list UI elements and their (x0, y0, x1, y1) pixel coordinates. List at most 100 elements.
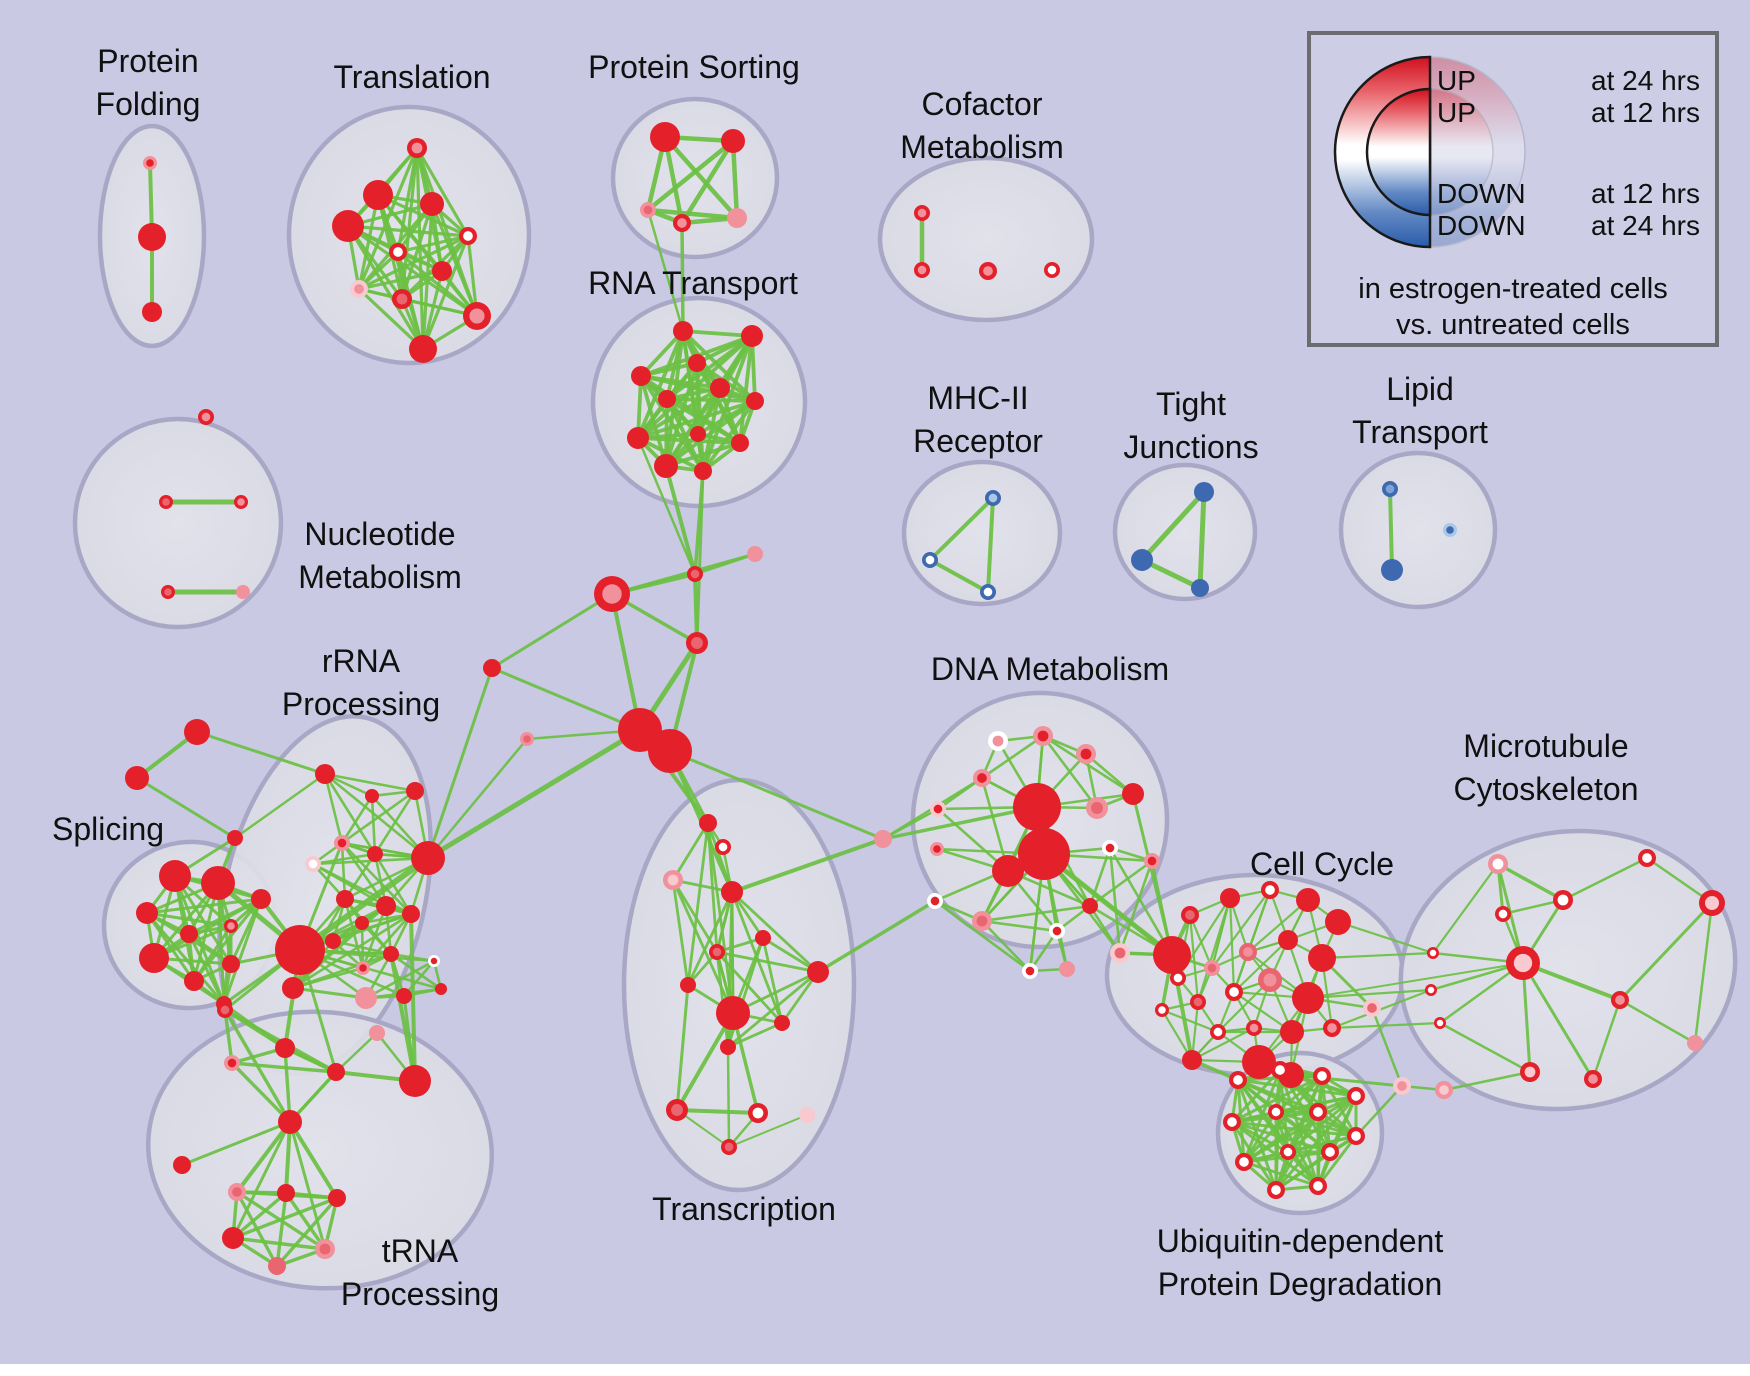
gene-node (1393, 1077, 1411, 1095)
gene-node (224, 1055, 240, 1071)
network-edge (665, 397, 757, 403)
cluster-label-ubiquitin: Ubiquitin-dependent Protein Degradation (1157, 1223, 1444, 1302)
network-edge (346, 224, 470, 238)
gene-node-outer-ring (741, 325, 763, 347)
gene-node-outer-ring (627, 427, 649, 449)
network-edge (430, 202, 479, 318)
gene-node-inner-circle (1243, 947, 1253, 957)
gene-node (631, 366, 651, 386)
cluster-ellipse-lipid (1338, 450, 1498, 610)
gene-node (315, 764, 335, 784)
gene-node-outer-ring (774, 1015, 790, 1031)
gene-node (1381, 559, 1403, 581)
gene-node (184, 719, 210, 745)
gene-node (1204, 960, 1220, 976)
network-edge (340, 789, 417, 845)
gene-node-inner-circle (1025, 966, 1035, 976)
gene-node-outer-ring (1194, 482, 1214, 502)
network-edge (357, 287, 425, 351)
gene-node (1182, 1050, 1202, 1070)
gene-node-outer-ring (369, 1025, 385, 1041)
network-edge (1274, 1150, 1332, 1192)
gene-node (690, 426, 706, 442)
gene-node-outer-ring (277, 1184, 295, 1202)
network-edge (881, 805, 1039, 841)
cluster-label-protein_sorting: Protein Sorting (588, 49, 800, 85)
network-edge (1246, 898, 1310, 954)
network-edge (323, 772, 430, 860)
gene-node-inner-circle (201, 412, 211, 422)
gene-node-inner-circle (1227, 1117, 1237, 1127)
gene-node-inner-circle (1615, 995, 1625, 1005)
gene-node (1382, 481, 1398, 497)
gene-node-outer-ring (435, 983, 447, 995)
network-edge (675, 1011, 735, 1112)
cluster-label-mhc: MHC-II Receptor (913, 380, 1043, 459)
network-edge (187, 932, 226, 1006)
network-edge (1139, 489, 1207, 563)
gene-node-inner-circle (1229, 987, 1239, 997)
gene-node (355, 987, 377, 1009)
gene-node (1309, 1103, 1327, 1121)
legend-ring-inner-right (1429, 88, 1494, 216)
gene-node-outer-ring (1292, 982, 1324, 1014)
gene-node (459, 227, 477, 245)
gene-node (1170, 970, 1186, 986)
gene-node-outer-ring (355, 987, 377, 1009)
gene-node (1110, 943, 1130, 963)
gene-node (1044, 262, 1060, 278)
gene-node-inner-circle (917, 208, 927, 218)
gene-node-outer-ring (367, 846, 383, 862)
network-edge (275, 1191, 288, 1268)
gene-node-inner-circle (1185, 910, 1195, 920)
gene-node-outer-ring (406, 782, 424, 800)
legend: UP at 24 hrs UP at 12 hrs DOWN at 12 hrs… (1307, 31, 1719, 347)
gene-node-outer-ring (755, 930, 771, 946)
gene-node-inner-circle (1642, 853, 1652, 863)
cluster-label-cellcycle: Cell Cycle (1250, 846, 1394, 882)
gene-node-outer-ring (1153, 936, 1191, 974)
gene-node (1425, 984, 1437, 996)
network-edge (323, 772, 377, 856)
gene-node-inner-circle (220, 1005, 230, 1015)
gene-node (143, 156, 157, 170)
network-edge (230, 1061, 338, 1074)
gene-node-inner-circle (1173, 973, 1183, 983)
gene-node-outer-ring (383, 946, 399, 962)
gene-node-inner-circle (164, 588, 172, 596)
gene-node-outer-ring (727, 208, 747, 228)
gene-node-inner-circle (232, 1187, 242, 1197)
network-edge (1131, 792, 1174, 957)
network-edge (361, 912, 413, 970)
gene-node-inner-circle (1233, 1075, 1243, 1085)
gene-node (402, 905, 420, 923)
gene-node-inner-circle (1283, 1147, 1293, 1157)
gene-node-inner-circle (393, 247, 403, 257)
network-edge (1108, 846, 1122, 955)
network-edge (1242, 1110, 1278, 1164)
gene-node-outer-ring (1280, 1020, 1304, 1044)
gene-node-outer-ring (731, 434, 749, 452)
gene-node (1059, 961, 1075, 977)
gene-node-inner-circle (1147, 856, 1157, 866)
gene-node (236, 585, 250, 599)
gene-node-inner-circle (925, 555, 935, 565)
gene-node-outer-ring (432, 261, 452, 281)
gene-node-outer-ring (721, 881, 743, 903)
gene-node (721, 1139, 737, 1155)
network-edge (192, 897, 263, 983)
gene-node (694, 462, 712, 480)
gene-node-inner-circle (463, 231, 473, 241)
cluster-labels: Protein Folding Translation Protein Sorting… (52, 43, 1639, 1312)
legend-down24-time: at 24 hrs (1591, 210, 1700, 241)
gene-node (1076, 744, 1096, 764)
gene-node-inner-circle (1263, 973, 1277, 987)
gene-node (483, 659, 501, 677)
gene-node-inner-circle (930, 896, 940, 906)
network-edge (1286, 1134, 1358, 1154)
gene-node-inner-circle (308, 859, 318, 869)
gene-node-outer-ring (650, 122, 680, 152)
legend-ring-inner-left (1365, 87, 1432, 217)
gene-node (327, 1063, 345, 1081)
network-edge (334, 1031, 379, 1074)
